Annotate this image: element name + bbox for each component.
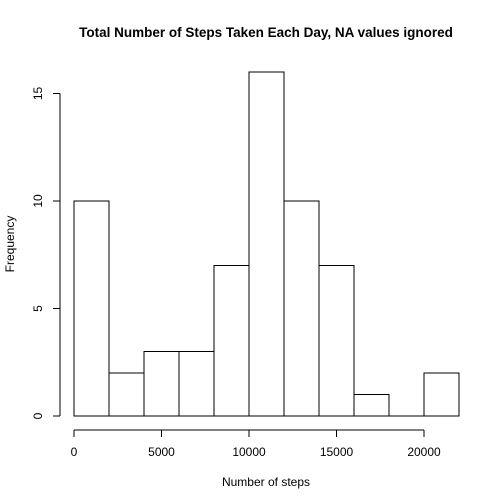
histogram-bar-6 [283, 200, 320, 417]
y-tick-label-5: 5 [31, 305, 45, 312]
x-tick-label-0: 0 [71, 445, 78, 459]
y-axis-label: Frequency [3, 216, 17, 273]
histogram-bar-2 [143, 351, 180, 417]
y-tick-label-10: 10 [31, 194, 45, 208]
x-tick-label-20000: 20000 [407, 445, 441, 459]
histogram-bar-7 [318, 265, 355, 417]
x-axis-label: Number of steps [222, 475, 310, 489]
y-tick-label-0: 0 [31, 412, 45, 419]
bars-group [73, 71, 460, 417]
histogram-bar-4 [213, 265, 250, 417]
histogram-bar-5 [248, 71, 285, 417]
histogram-bar-8 [353, 394, 390, 417]
x-tick-label-5000: 5000 [148, 445, 175, 459]
chart-title: Total Number of Steps Taken Each Day, NA… [79, 25, 453, 40]
x-tick-label-10000: 10000 [232, 445, 266, 459]
histogram-bar-1 [108, 372, 145, 417]
x-tick-label-15000: 15000 [320, 445, 354, 459]
histogram-bar-0 [73, 200, 110, 417]
histogram-bar-3 [178, 351, 215, 417]
y-tick-label-15: 15 [31, 87, 45, 101]
histogram-bar-10 [423, 372, 460, 417]
x-axis: 0 5000 10000 15000 20000 [71, 429, 441, 459]
y-axis: 0 5 10 15 [31, 87, 61, 419]
